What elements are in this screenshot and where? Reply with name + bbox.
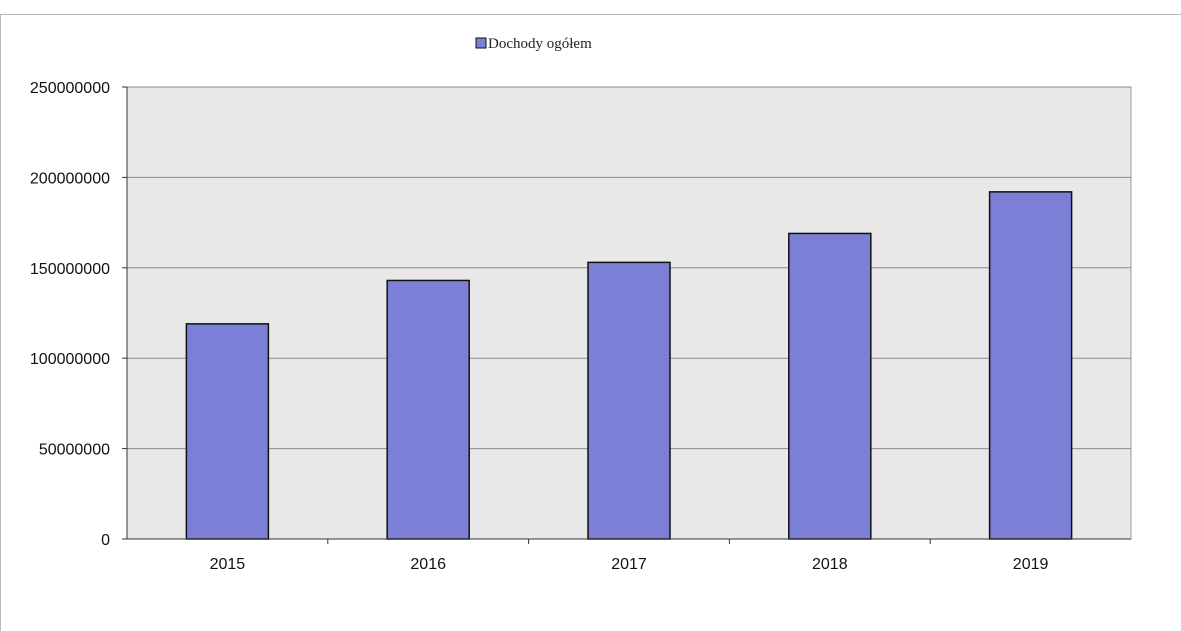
x-tick-label: 2017: [611, 556, 647, 573]
bar-2018: [788, 232, 872, 540]
y-tick-label: 250000000: [30, 80, 110, 97]
y-tick-label: 50000000: [39, 442, 110, 459]
y-tick-label: 150000000: [30, 261, 110, 278]
y-tick-label: 100000000: [30, 351, 110, 368]
y-tick-labels: 0 50000000 100000000 150000000 200000000 2500…: [30, 80, 110, 549]
bar-2015: [185, 323, 270, 540]
legend: Dochody ogółem: [475, 36, 592, 52]
x-tick-label: 2019: [1013, 556, 1049, 573]
x-tick-label: 2018: [812, 556, 848, 573]
y-tick-label: 200000000: [30, 170, 110, 187]
x-tick-label: 2015: [210, 556, 246, 573]
legend-label: Dochody ogółem: [488, 36, 592, 52]
x-tick-labels: 2015 2016 2017 2018 2019: [210, 556, 1049, 573]
bars: [185, 191, 1073, 540]
y-tick-label: 0: [101, 532, 110, 549]
legend-swatch: [475, 37, 487, 49]
x-tick-label: 2016: [410, 556, 446, 573]
bar-2017: [587, 261, 671, 540]
axes: [126, 87, 1131, 540]
bar-2019: [988, 191, 1073, 540]
bar-2016: [386, 279, 470, 540]
